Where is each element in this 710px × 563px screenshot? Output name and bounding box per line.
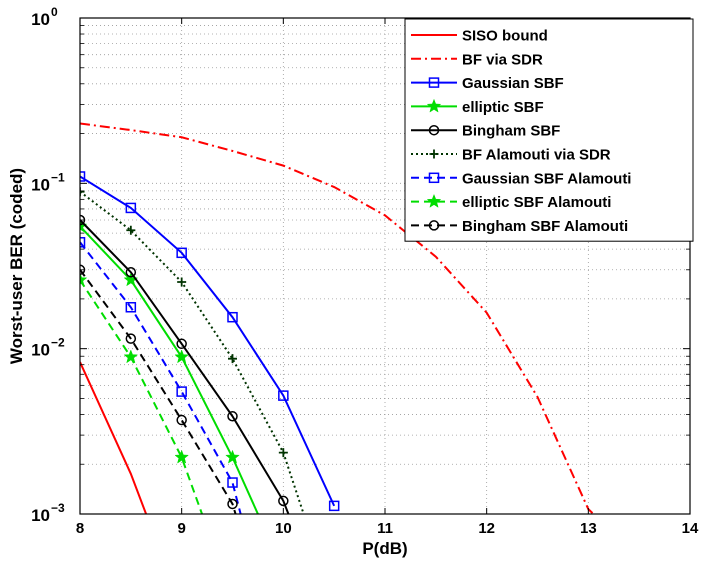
series-bingham-sbf-marker bbox=[125, 266, 137, 278]
legend-marker bbox=[426, 98, 442, 113]
x-tick-label: 9 bbox=[177, 520, 185, 537]
series-elliptic-sbf-alamouti bbox=[80, 272, 203, 514]
series-line-elliptic-sbf-alamouti bbox=[80, 279, 203, 514]
series-bingham-sbf-alamouti bbox=[80, 264, 238, 514]
series-siso-bound bbox=[80, 361, 148, 514]
y-tick-exponent: −2 bbox=[51, 336, 65, 350]
y-tick-exponent: −1 bbox=[51, 170, 65, 184]
legend-label: Bingham SBF bbox=[462, 123, 560, 140]
y-tick-label: 10 bbox=[31, 10, 50, 29]
series-bingham-sbf-alamouti-marker bbox=[125, 333, 137, 344]
series-bf-alamouti-via-sdr-marker bbox=[126, 225, 136, 235]
series-gaussian-sbf-marker bbox=[278, 390, 289, 401]
series-gaussian-sbf-marker bbox=[125, 202, 137, 214]
legend-entry: Bingham SBF Alamouti bbox=[411, 218, 628, 235]
series-bingham-sbf-alamouti-marker bbox=[80, 264, 86, 276]
y-tick-label: 10 bbox=[31, 506, 50, 525]
series-gaussian-sbf-marker bbox=[80, 171, 86, 182]
series-bf-alamouti-via-sdr-marker bbox=[80, 187, 85, 197]
legend-label: BF via SDR bbox=[462, 51, 543, 68]
series-line-siso-bound bbox=[80, 361, 148, 514]
x-tick-label: 12 bbox=[478, 520, 495, 537]
x-tick-label: 13 bbox=[580, 520, 597, 537]
series-bingham-sbf-alamouti-marker bbox=[227, 498, 238, 510]
x-axis-label: P(dB) bbox=[362, 539, 407, 558]
legend-label: Gaussian SBF bbox=[462, 75, 564, 92]
series-bf-alamouti-via-sdr-marker bbox=[278, 448, 288, 458]
legend-label: Gaussian SBF Alamouti bbox=[462, 170, 631, 187]
series-elliptic-sbf bbox=[80, 218, 259, 514]
series-gaussian-sbf-marker bbox=[227, 311, 238, 323]
series-line-gaussian-sbf-alamouti bbox=[80, 241, 242, 514]
series-bingham-sbf-marker bbox=[80, 214, 86, 226]
y-tick-label: 10 bbox=[31, 341, 50, 360]
series-gaussian-sbf-marker bbox=[328, 500, 340, 512]
series-line-gaussian-sbf bbox=[80, 175, 336, 507]
y-tick-label: 10 bbox=[31, 175, 50, 194]
series-gaussian-sbf-alamouti bbox=[80, 237, 242, 514]
series-elliptic-sbf-alamouti-marker bbox=[80, 272, 88, 287]
series-bf-via-sdr bbox=[80, 122, 595, 514]
legend-label: BF Alamouti via SDR bbox=[462, 147, 611, 164]
series-bingham-sbf bbox=[80, 214, 290, 514]
series-elliptic-sbf-alamouti-marker bbox=[123, 349, 139, 364]
series-gaussian-sbf-marker bbox=[176, 247, 187, 259]
series-gaussian-sbf-alamouti-marker bbox=[227, 477, 238, 488]
legend-entry: BF via SDR bbox=[411, 51, 543, 68]
series-bf-alamouti-via-sdr-marker bbox=[177, 277, 187, 287]
legend-marker bbox=[428, 124, 440, 136]
legend-marker bbox=[428, 172, 440, 184]
series-gaussian-sbf bbox=[80, 171, 340, 512]
legend-label: elliptic SBF bbox=[462, 99, 544, 116]
series-bingham-sbf-marker bbox=[227, 411, 238, 422]
series-gaussian-sbf-alamouti-marker bbox=[80, 237, 86, 248]
y-tick-exponent: 0 bbox=[51, 5, 58, 19]
series-line-bf-via-sdr bbox=[80, 122, 595, 514]
series-line-bingham-sbf-alamouti bbox=[80, 269, 237, 514]
legend-marker bbox=[428, 220, 440, 231]
series-line-bingham-sbf bbox=[80, 219, 290, 514]
legend-entry: SISO bound bbox=[411, 28, 548, 45]
legend-marker bbox=[429, 149, 439, 159]
legend-marker bbox=[426, 193, 442, 208]
y-tick-exponent: −3 bbox=[51, 501, 65, 515]
series-bf-alamouti-via-sdr-marker bbox=[228, 354, 237, 364]
series-line-bf-alamouti-via-sdr bbox=[80, 190, 305, 514]
series-layer bbox=[80, 122, 595, 514]
series-bingham-sbf-marker bbox=[278, 495, 289, 507]
series-elliptic-sbf-marker bbox=[174, 349, 189, 364]
legend: SISO bound BF via SDR Gaussian SBF elliptic… bbox=[404, 18, 694, 242]
legend-label: Bingham SBF Alamouti bbox=[462, 218, 628, 235]
series-bingham-sbf-alamouti-marker bbox=[176, 414, 187, 426]
legend-entry: BF Alamouti via SDR bbox=[411, 147, 611, 164]
legend-entry: elliptic SBF bbox=[411, 98, 544, 116]
y-axis-label: Worst-user BER (coded) bbox=[7, 168, 26, 364]
legend-entry: Gaussian SBF Alamouti bbox=[411, 170, 631, 187]
x-tick-label: 10 bbox=[275, 520, 292, 537]
series-elliptic-sbf-marker bbox=[225, 449, 240, 464]
legend-entry: elliptic SBF Alamouti bbox=[411, 193, 611, 211]
legend-marker bbox=[428, 77, 440, 88]
series-bf-alamouti-via-sdr bbox=[80, 187, 305, 514]
series-bingham-sbf-marker bbox=[176, 338, 187, 350]
x-tick-label: 14 bbox=[682, 520, 699, 537]
series-gaussian-sbf-alamouti-marker bbox=[125, 302, 137, 313]
x-tick-label: 8 bbox=[76, 520, 84, 537]
series-gaussian-sbf-alamouti-marker bbox=[176, 386, 187, 397]
legend-entry: Bingham SBF bbox=[411, 123, 560, 140]
legend-label: SISO bound bbox=[462, 28, 548, 45]
legend-entry: Gaussian SBF bbox=[411, 75, 564, 92]
legend-label: elliptic SBF Alamouti bbox=[462, 194, 611, 211]
series-elliptic-sbf-alamouti-marker bbox=[174, 449, 189, 464]
x-tick-label: 11 bbox=[377, 520, 393, 537]
